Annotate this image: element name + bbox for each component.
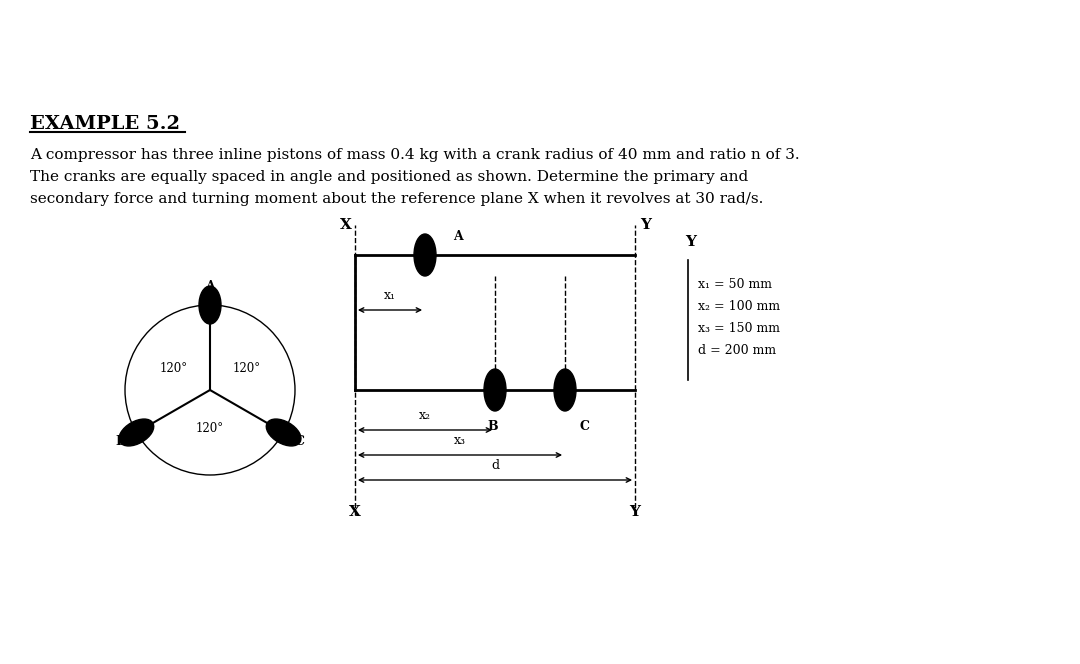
Ellipse shape [199,286,221,324]
Text: Y: Y [685,235,696,249]
Text: 120°: 120° [195,422,224,435]
Ellipse shape [554,369,576,411]
Text: The cranks are equally spaced in angle and positioned as shown. Determine the pr: The cranks are equally spaced in angle a… [30,170,748,184]
Text: X: X [340,218,352,232]
Text: B: B [116,435,126,448]
Text: B: B [488,420,498,433]
Text: x₂ = 100 mm: x₂ = 100 mm [698,300,780,313]
Text: x₃: x₃ [454,434,465,447]
Text: x₁: x₁ [384,289,396,302]
Text: d: d [491,459,499,472]
Ellipse shape [484,369,507,411]
Text: secondary force and turning moment about the reference plane X when it revolves : secondary force and turning moment about… [30,192,764,206]
Text: d = 200 mm: d = 200 mm [698,344,777,357]
Ellipse shape [414,234,436,276]
Text: Y: Y [630,505,640,519]
Text: A compressor has three inline pistons of mass 0.4 kg with a crank radius of 40 m: A compressor has three inline pistons of… [30,148,799,162]
Text: x₂: x₂ [419,409,431,422]
Text: Y: Y [640,218,651,232]
Text: EXAMPLE 5.2: EXAMPLE 5.2 [30,115,180,133]
Text: x₁ = 50 mm: x₁ = 50 mm [698,278,772,291]
Text: X: X [349,505,361,519]
Text: A: A [205,280,215,293]
Text: C: C [579,420,589,433]
Text: A: A [453,230,462,244]
Text: C: C [294,435,305,448]
Ellipse shape [119,419,153,446]
Ellipse shape [267,419,301,446]
Text: 120°: 120° [159,363,187,375]
Text: x₃ = 150 mm: x₃ = 150 mm [698,322,780,335]
Text: 120°: 120° [233,363,261,375]
